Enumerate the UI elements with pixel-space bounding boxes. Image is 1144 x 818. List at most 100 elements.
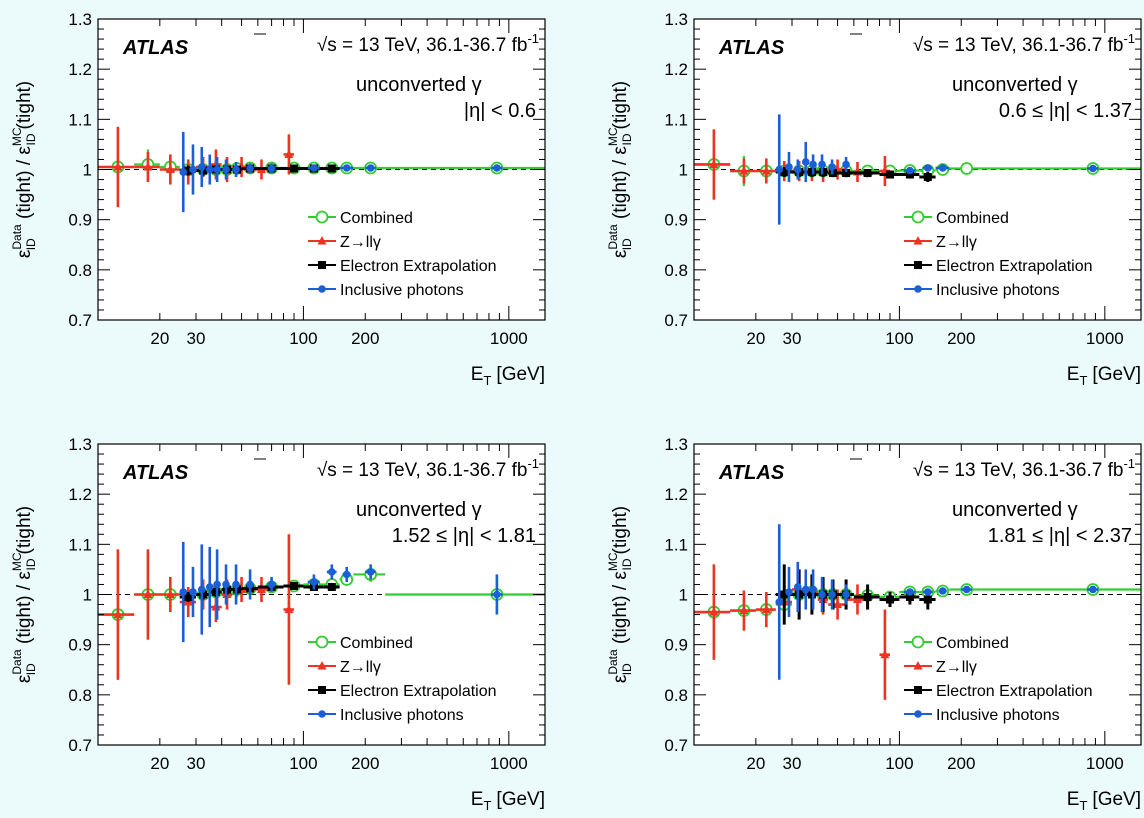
- data-point: [785, 588, 793, 596]
- legend: Combined Z→llγ Electron Extrapolation Inclu…: [904, 210, 1093, 299]
- data-point: [267, 580, 276, 589]
- atlas-label: ATLAS: [122, 462, 189, 484]
- y-tick-label: 1: [679, 161, 688, 180]
- data-point: [222, 165, 230, 174]
- legend-marker: [318, 261, 326, 269]
- series-inclusive-photons: [775, 524, 1099, 680]
- legend-marker: [318, 710, 326, 718]
- y-axis-title-text: (tight) /: [610, 580, 631, 650]
- chart-panel-2: 0.7 0.8 0.9 1 1.1 1.2 1.3 20 30 100 200 1000 ET [GeV]…: [606, 10, 1142, 388]
- data-point: [197, 163, 206, 171]
- y-tick-label: 1.3: [664, 10, 688, 29]
- energy-text: √s = 13 TeV, 36.1-36.7 fb: [913, 460, 1124, 481]
- y-axis-epsilon: ε: [14, 571, 35, 580]
- y-axis-title-text: (tight) /: [14, 580, 35, 650]
- x-axis-title-unit: [GeV]: [496, 789, 545, 810]
- x-tick-label: 30: [187, 329, 206, 348]
- data-point: [775, 165, 784, 174]
- x-axis-title: ET [GeV]: [1067, 789, 1141, 813]
- y-axis-sub-mc: ID: [24, 133, 38, 145]
- data-point: [739, 605, 749, 615]
- data-point: [793, 583, 802, 591]
- y-axis-title-text: (tight): [14, 81, 35, 130]
- chart-panel-3: 0.7 0.8 0.9 1 1.1 1.2 1.3 20 30 100 200 1000 ET [GeV]…: [10, 435, 546, 813]
- data-point: [793, 165, 802, 174]
- data-point: [842, 590, 850, 599]
- x-axis-title-main: E: [1067, 789, 1080, 810]
- data-point: [179, 588, 188, 596]
- legend-label: Electron Extrapolation: [340, 258, 497, 275]
- energy-label: √s = 13 TeV, 36.1-36.7 fb-1: [317, 31, 539, 56]
- data-point: [232, 580, 240, 589]
- energy-sup: -1: [527, 456, 539, 471]
- chart-title: unconverted γ: [952, 499, 1078, 521]
- y-tick-label: 1.3: [68, 435, 92, 454]
- data-point: [938, 164, 947, 172]
- data-point: [184, 166, 193, 175]
- data-point: [1089, 164, 1097, 173]
- x-axis-title-sub: T: [1079, 373, 1087, 388]
- data-point: [1089, 585, 1097, 594]
- y-tick-label: 0.8: [68, 686, 92, 705]
- x-axis-title-unit: [GeV]: [496, 364, 545, 385]
- x-axis-title-main: E: [1067, 364, 1080, 385]
- data-point: [761, 166, 771, 175]
- x-axis-title-main: E: [471, 789, 484, 810]
- y-axis-sub-data: ID: [620, 663, 634, 675]
- legend-label: Combined: [340, 635, 413, 652]
- data-point: [880, 649, 890, 659]
- data-point: [189, 165, 197, 174]
- data-point: [818, 590, 826, 599]
- y-tick-label: 0.8: [68, 261, 92, 280]
- legend-marker: [911, 635, 925, 649]
- y-axis-sup-mc: MC: [606, 552, 620, 571]
- y-axis-title-text: (tight) /: [610, 155, 631, 225]
- x-tick-label: 20: [150, 329, 169, 348]
- energy-text: √s = 13 TeV, 36.1-36.7 fb: [317, 460, 528, 481]
- data-point: [328, 568, 336, 576]
- y-axis-sup-data: Data: [10, 649, 24, 675]
- y-axis-epsilon: ε: [14, 674, 35, 683]
- x-axis-title-sub: T: [1079, 798, 1087, 813]
- data-point: [189, 588, 197, 596]
- y-axis-title-text: (tight) /: [14, 155, 35, 225]
- x-tick-label: 1000: [490, 329, 528, 348]
- energy-label: √s = 13 TeV, 36.1-36.7 fb-1: [913, 31, 1135, 56]
- data-point: [886, 170, 895, 179]
- energy-sup: -1: [1123, 456, 1135, 471]
- y-axis-sub-data: ID: [620, 238, 634, 250]
- data-point: [205, 583, 214, 591]
- data-point: [113, 609, 123, 619]
- x-tick-label: 1000: [1086, 754, 1124, 773]
- x-tick-label: 100: [885, 329, 913, 348]
- series-inclusive-photons: [775, 114, 1099, 225]
- y-tick-label: 1.2: [68, 60, 92, 79]
- data-point: [852, 594, 862, 604]
- data-point: [739, 166, 749, 175]
- y-axis-sub-mc: ID: [620, 133, 634, 145]
- y-tick-label: 0.7: [68, 736, 92, 755]
- data-point: [143, 589, 153, 598]
- x-tick-label: 20: [746, 329, 765, 348]
- y-axis-title-text: (tight): [610, 81, 631, 130]
- y-axis-title: εDataID (tight) / εMCID(tight): [10, 81, 38, 258]
- legend-label: Inclusive photons: [340, 707, 464, 724]
- data-point: [327, 582, 336, 591]
- data-point: [828, 163, 836, 171]
- chart-panel-1: 0.7 0.8 0.9 1 1.1 1.2 1.3 20 30 100 200 1000 ET [GeV]…: [10, 10, 546, 388]
- data-point: [310, 164, 318, 172]
- data-point: [775, 598, 784, 606]
- y-axis-sup-data: Data: [606, 649, 620, 675]
- data-point: [923, 595, 932, 604]
- y-axis-epsilon: ε: [610, 249, 631, 258]
- chart-title: unconverted γ: [356, 74, 482, 96]
- energy-label: √s = 13 TeV, 36.1-36.7 fb-1: [317, 456, 539, 481]
- data-point: [222, 580, 230, 589]
- data-point: [842, 160, 850, 169]
- data-point: [780, 168, 789, 177]
- y-axis-sup-mc: MC: [10, 552, 24, 571]
- data-point: [801, 158, 810, 166]
- data-point: [290, 581, 299, 590]
- legend-label: Electron Extrapolation: [936, 258, 1093, 275]
- data-point: [213, 580, 221, 589]
